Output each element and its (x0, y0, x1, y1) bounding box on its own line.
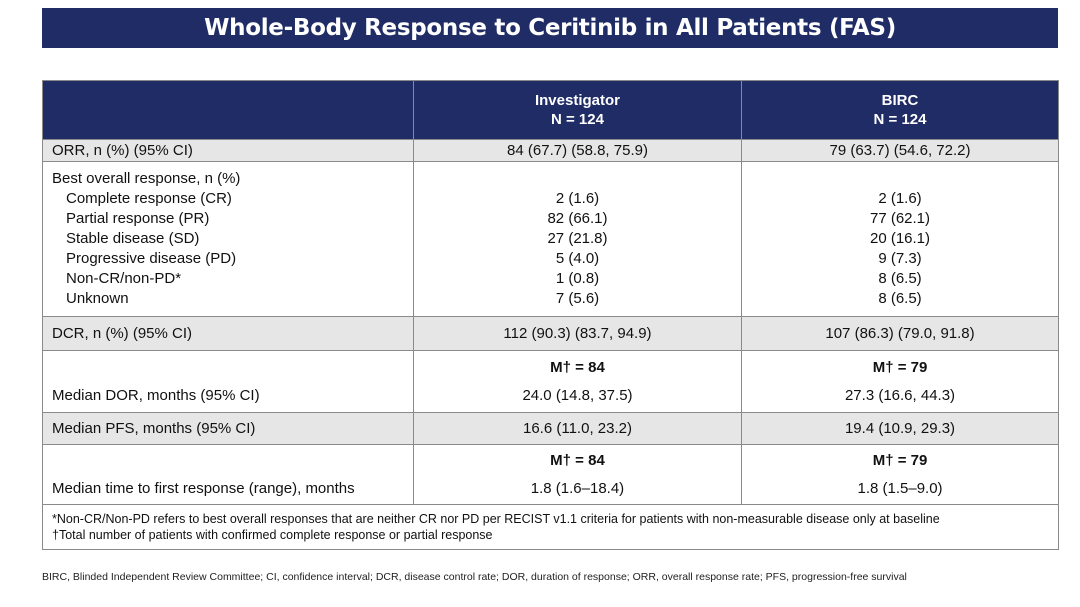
row: Median PFS, months (95% CI) 16.6 (11.0, … (42, 412, 1059, 445)
header-name: BIRC (881, 92, 919, 109)
value: 20 (16.1) (869, 230, 931, 247)
item-label: Stable disease (SD) (66, 230, 200, 247)
header-n: N = 124 (873, 111, 927, 128)
row-heading: Best overall response, n (%) (52, 170, 241, 187)
m-count: M† = 79 (872, 451, 928, 469)
row-label: Median time to first response (range), m… (42, 444, 414, 505)
header-row: Investigator N = 124 BIRC N = 124 (42, 80, 1059, 140)
item-label: Unknown (66, 290, 129, 307)
value: 7 (5.6) (555, 290, 600, 307)
row-label: ORR, n (%) (95% CI) (42, 139, 414, 162)
value: 8 (6.5) (878, 270, 922, 287)
row: ORR, n (%) (95% CI) 84 (67.7) (58.8, 75.… (42, 139, 1059, 162)
response-table: Investigator N = 124 BIRC N = 124 ORR, n (… (42, 80, 1059, 550)
row-label: Median PFS, months (95% CI) (42, 412, 414, 445)
row: Best overall response, n (%) Complete res… (42, 161, 1059, 317)
header-blank (42, 80, 414, 140)
abbreviations: BIRC, Blinded Independent Review Committ… (42, 571, 907, 583)
cell: 16.6 (11.0, 23.2) (412, 412, 743, 445)
header-name: Investigator (534, 92, 620, 109)
item-label: Progressive disease (PD) (66, 250, 237, 267)
value: 82 (66.1) (547, 210, 608, 227)
label-text: Median time to first response (range), m… (52, 479, 355, 497)
row-label: Median DOR, months (95% CI) (42, 350, 414, 413)
value: 24.0 (14.8, 37.5) (522, 386, 633, 404)
value: 5 (4.0) (555, 250, 600, 267)
footnote: †Total number of patients with confirmed… (52, 528, 493, 542)
cell: M† = 84 1.8 (1.6–18.4) (412, 444, 743, 505)
m-count: M† = 84 (550, 358, 605, 376)
row-label: Best overall response, n (%) Complete res… (42, 161, 414, 317)
row: Median time to first response (range), m… (42, 444, 1059, 505)
item-label: Complete response (CR) (66, 190, 232, 207)
value: 2 (1.6) (555, 190, 600, 207)
title: Whole-Body Response to Ceritinib in All … (42, 8, 1058, 48)
m-count: M† = 79 (872, 358, 928, 376)
value: 9 (7.3) (878, 250, 922, 267)
cell: 112 (90.3) (83.7, 94.9) (412, 316, 743, 351)
footnote: *Non-CR/Non-PD refers to best overall re… (52, 512, 940, 526)
cell: 2 (1.6) 82 (66.1) 27 (21.8) 5 (4.0) 1 (0.8) 7… (412, 161, 743, 317)
value: 1.8 (1.6–18.4) (530, 479, 625, 497)
value: 27.3 (16.6, 44.3) (844, 386, 956, 404)
cell: M† = 79 27.3 (16.6, 44.3) (741, 350, 1059, 413)
cell: 84 (67.7) (58.8, 75.9) (412, 139, 743, 162)
row: Median DOR, months (95% CI) M† = 84 24.0 … (42, 350, 1059, 413)
item-label: Partial response (PR) (66, 210, 210, 227)
header-n: N = 124 (551, 111, 604, 128)
cell: M† = 79 1.8 (1.5–9.0) (741, 444, 1059, 505)
value: 2 (1.6) (878, 190, 922, 207)
m-count: M† = 84 (550, 451, 605, 469)
cell: M† = 84 24.0 (14.8, 37.5) (412, 350, 743, 413)
header-cell: BIRC N = 124 (741, 80, 1059, 140)
footnotes: *Non-CR/Non-PD refers to best overall re… (42, 504, 1059, 550)
value: 8 (6.5) (878, 290, 922, 307)
value: 27 (21.8) (547, 230, 608, 247)
item-label: Non-CR/non-PD* (66, 270, 182, 287)
cell: 107 (86.3) (79.0, 91.8) (741, 316, 1059, 351)
cell: 79 (63.7) (54.6, 72.2) (741, 139, 1059, 162)
value: 1.8 (1.5–9.0) (857, 479, 943, 497)
row-label: DCR, n (%) (95% CI) (42, 316, 414, 351)
footnote-row: *Non-CR/Non-PD refers to best overall re… (42, 504, 1059, 550)
cell: 2 (1.6) 77 (62.1) 20 (16.1) 9 (7.3) 8 (6.5) 8… (741, 161, 1059, 317)
row: DCR, n (%) (95% CI) 112 (90.3) (83.7, 94… (42, 316, 1059, 351)
value: 77 (62.1) (869, 210, 931, 227)
label-text: Median DOR, months (95% CI) (52, 386, 260, 404)
header-cell: Investigator N = 124 (412, 80, 743, 140)
cell: 19.4 (10.9, 29.3) (741, 412, 1059, 445)
value: 1 (0.8) (555, 270, 600, 287)
